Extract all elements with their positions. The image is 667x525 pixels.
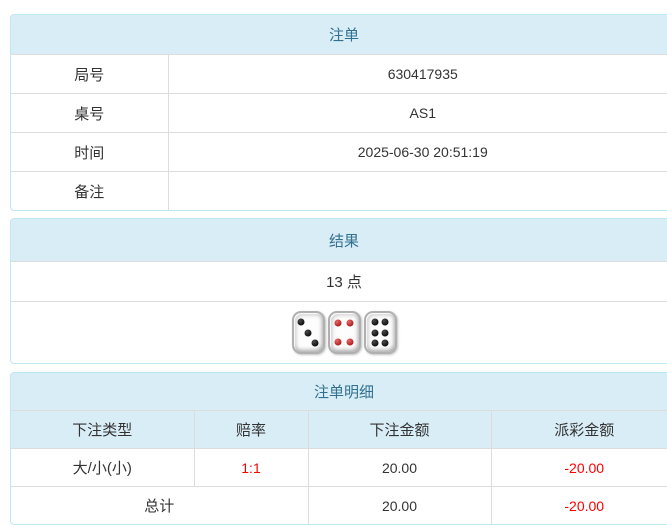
- table-id-value: AS1: [167, 93, 667, 133]
- table-row: 局号 630417935: [11, 54, 667, 94]
- table-row: 13 点: [11, 261, 667, 302]
- col-odds: 赔率: [193, 410, 308, 449]
- result-title: 结果: [11, 219, 667, 262]
- result-panel: 结果 13 点: [10, 218, 667, 364]
- points-value: 13 点: [11, 261, 667, 302]
- table-row: 时间 2025-06-30 20:51:19: [11, 132, 667, 172]
- col-bet-type: 下注类型: [11, 410, 194, 449]
- table-header-row: 下注类型 赔率 下注金额 派彩金额: [11, 410, 667, 449]
- remark-value: [167, 171, 667, 210]
- round-id-value: 630417935: [167, 54, 667, 94]
- table-row: 备注: [11, 171, 667, 210]
- dice-result: [12, 311, 667, 354]
- table-row: [11, 301, 667, 363]
- table-total-row: 总计 20.00 -20.00: [11, 486, 667, 524]
- remark-label: 备注: [11, 171, 168, 210]
- table-row: 大/小(小) 1:1 20.00 -20.00: [11, 448, 667, 487]
- bet-detail-title: 注单明细: [11, 373, 667, 411]
- die-icon: [291, 311, 325, 354]
- time-value: 2025-06-30 20:51:19: [167, 132, 667, 172]
- payout-amount-value: -20.00: [490, 448, 667, 487]
- total-bet-value: 20.00: [307, 486, 491, 524]
- bet-amount-value: 20.00: [307, 448, 491, 487]
- table-row: 桌号 AS1: [11, 93, 667, 133]
- time-label: 时间: [11, 132, 168, 172]
- die-icon: [327, 311, 361, 354]
- total-label: 总计: [11, 486, 308, 524]
- total-payout-value: -20.00: [490, 486, 667, 524]
- bet-info-title: 注单: [11, 15, 667, 55]
- bet-info-panel: 注单 局号 630417935 桌号 AS1 时间 2025-06-30 20:…: [10, 14, 667, 211]
- round-id-label: 局号: [11, 54, 168, 94]
- table-id-label: 桌号: [11, 93, 168, 133]
- odds-value: 1:1: [193, 448, 308, 487]
- col-payout-amount: 派彩金额: [490, 410, 667, 449]
- col-bet-amount: 下注金额: [307, 410, 491, 449]
- bet-type-value: 大/小(小): [11, 448, 194, 487]
- die-icon: [363, 311, 397, 354]
- bet-detail-panel: 注单明细 下注类型 赔率 下注金额 派彩金额 大/小(小) 1:1 20.00 …: [10, 372, 667, 525]
